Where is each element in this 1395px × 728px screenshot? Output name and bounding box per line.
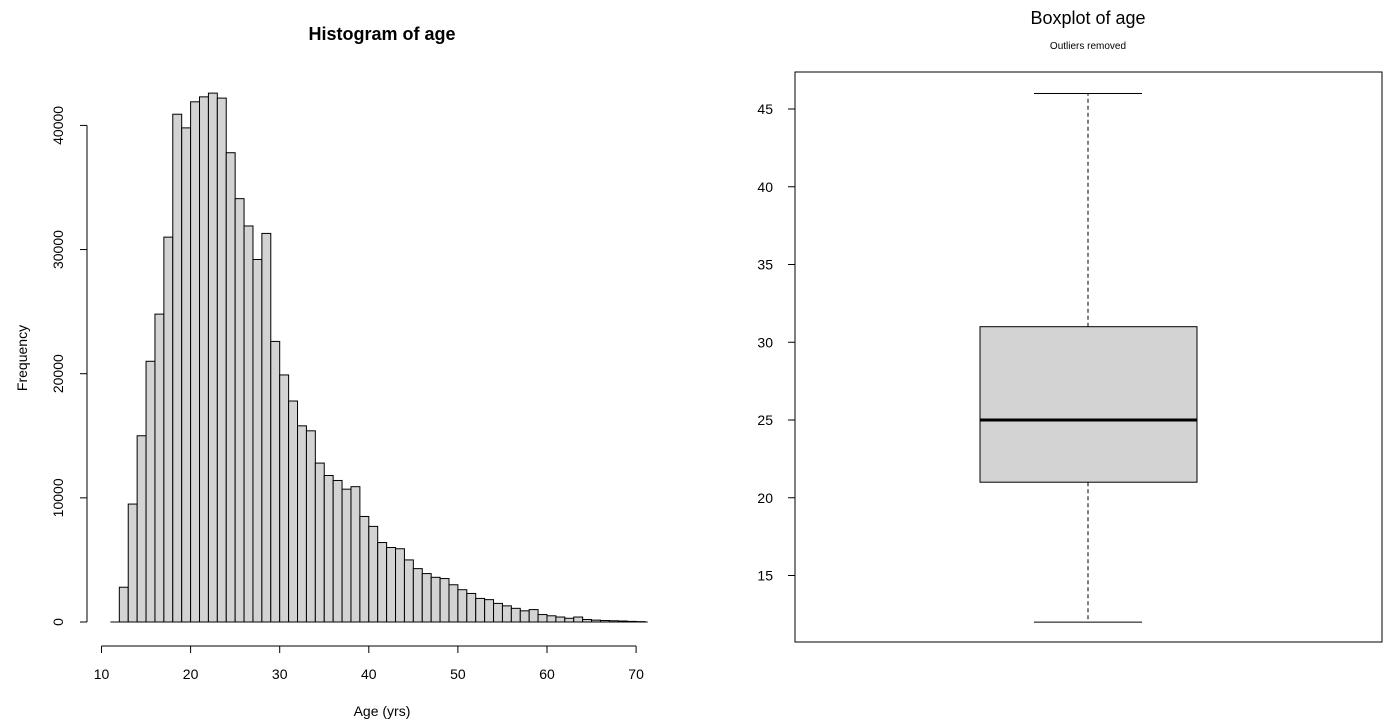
histogram-bar <box>127 503 138 623</box>
histogram-bar <box>359 515 370 623</box>
histogram-bar <box>305 430 316 623</box>
boxplot-y-tick-label: 15 <box>757 568 773 584</box>
histogram-y-axis-label: Frequency <box>14 325 30 391</box>
histogram-bar <box>421 573 432 623</box>
histogram-bar <box>466 592 477 623</box>
histogram-bar <box>599 620 610 623</box>
histogram-y-tick-label: 0 <box>50 618 66 626</box>
boxplot-y-tick-label: 25 <box>757 412 773 428</box>
histogram-bar <box>190 101 201 623</box>
histogram-bar <box>368 525 379 623</box>
histogram-bar <box>181 127 192 623</box>
histogram-bar <box>172 113 183 623</box>
histogram-x-axis: 10 20 30 40 50 60 70 <box>94 645 644 682</box>
histogram-x-tick-label: 20 <box>183 666 199 682</box>
histogram-bar <box>555 616 566 623</box>
histogram-bar <box>163 236 174 623</box>
histogram-x-axis-label: Age (yrs) <box>354 703 411 719</box>
histogram-bar <box>288 400 299 623</box>
boxplot-y-tick-label: 45 <box>757 101 773 117</box>
histogram-title: Histogram of age <box>308 24 455 44</box>
histogram-bar <box>564 617 575 623</box>
histogram-bar <box>501 605 512 623</box>
histogram-bar <box>377 542 388 623</box>
histogram-bar <box>386 547 397 623</box>
histogram-bar <box>118 586 129 623</box>
histogram-bar <box>350 486 361 623</box>
histogram-bars <box>110 92 648 623</box>
histogram-bar <box>323 475 334 623</box>
histogram-y-axis: 0 10000 20000 30000 40000 <box>50 106 88 626</box>
histogram-bar <box>207 92 218 623</box>
histogram-y-tick-label: 30000 <box>50 230 66 269</box>
histogram-bar <box>199 96 209 623</box>
histogram-bar <box>234 198 245 623</box>
histogram-bar <box>519 610 530 623</box>
histogram-bar <box>270 340 281 623</box>
boxplot-box <box>979 326 1198 483</box>
histogram-bar <box>484 599 495 623</box>
histogram-x-tick-label: 40 <box>361 666 377 682</box>
histogram-bar <box>145 360 156 623</box>
histogram-bar <box>573 616 584 623</box>
histogram-bar <box>448 584 459 623</box>
histogram-bar <box>332 479 343 623</box>
histogram-bar <box>617 620 628 623</box>
histogram-bar <box>546 615 557 623</box>
histogram-bar <box>626 620 637 623</box>
histogram-bar <box>225 152 236 623</box>
histogram-x-tick-label: 50 <box>450 666 466 682</box>
histogram-bar <box>154 313 165 623</box>
boxplot-y-tick-label: 35 <box>757 257 773 273</box>
histogram-bar <box>395 548 405 623</box>
boxplot-body <box>979 92 1198 623</box>
histogram-y-tick-label: 10000 <box>50 478 66 517</box>
histogram-y-tick-label: 40000 <box>50 106 66 145</box>
histogram-bar <box>314 462 325 623</box>
boxplot-y-tick-label: 30 <box>757 334 773 350</box>
histogram-x-tick-label: 60 <box>539 666 555 682</box>
boxplot-y-axis: 15 20 25 30 35 40 45 <box>757 101 796 584</box>
boxplot-y-tick-label: 40 <box>757 179 773 195</box>
histogram-bar <box>252 258 263 623</box>
histogram-x-tick-label: 30 <box>272 666 288 682</box>
histogram-bar <box>493 602 503 623</box>
histogram-bar <box>403 559 414 623</box>
boxplot-title: Boxplot of age <box>1030 8 1145 28</box>
histogram-bar <box>297 425 307 623</box>
boxplot-subtitle: Outliers removed <box>1050 41 1126 52</box>
histogram-bar <box>279 374 290 623</box>
histogram-bar <box>537 614 548 623</box>
histogram-bar <box>608 620 619 623</box>
histogram-bar <box>457 589 468 623</box>
histogram-bar <box>510 607 521 623</box>
histogram-bar <box>430 576 441 623</box>
boxplot-y-tick-label: 20 <box>757 490 773 506</box>
histogram-x-tick-label: 70 <box>628 666 644 682</box>
histogram-bar <box>341 488 352 623</box>
histogram-bar <box>528 609 539 623</box>
histogram-bar <box>475 597 486 623</box>
histogram-x-tick-label: 10 <box>94 666 110 682</box>
boxplot-panel: Boxplot of age Outliers removed 15 20 25 30… <box>757 8 1383 643</box>
histogram-bar <box>243 225 254 623</box>
histogram-bar <box>591 619 601 623</box>
histogram-panel: Histogram of age 10 20 30 40 50 60 70 0 10000 20… <box>14 24 648 719</box>
histogram-bar <box>412 568 423 623</box>
histogram-bar <box>136 435 147 623</box>
histogram-bar <box>582 619 593 623</box>
histogram-bar <box>216 97 227 623</box>
histogram-y-tick-label: 20000 <box>50 354 66 393</box>
histogram-bar <box>439 578 450 623</box>
histogram-bar <box>261 232 272 623</box>
